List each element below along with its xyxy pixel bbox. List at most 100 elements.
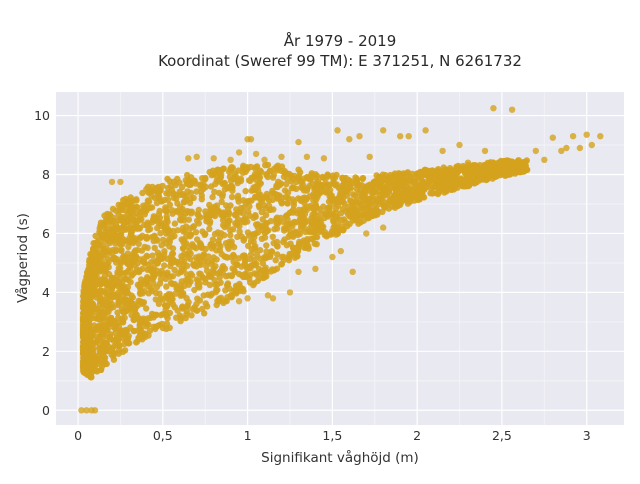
data-point	[173, 314, 180, 321]
data-point	[295, 195, 302, 202]
data-point	[261, 269, 269, 277]
data-point	[96, 287, 104, 295]
data-point	[179, 303, 186, 310]
data-point	[136, 212, 143, 219]
data-point	[332, 214, 339, 221]
data-point	[166, 243, 173, 250]
data-point	[339, 198, 346, 205]
data-point	[181, 250, 188, 258]
data-point	[92, 232, 99, 240]
data-point	[156, 255, 163, 263]
data-point	[246, 197, 253, 205]
data-point	[156, 270, 163, 277]
data-point	[333, 181, 340, 188]
data-point	[262, 255, 269, 262]
data-point	[262, 211, 270, 219]
data-point	[164, 175, 171, 183]
data-point	[145, 261, 152, 269]
data-points	[78, 105, 604, 414]
y-tick-label: 2	[42, 344, 50, 359]
data-point	[306, 176, 314, 183]
data-point	[175, 261, 182, 268]
data-point	[108, 274, 116, 281]
data-point	[185, 216, 192, 223]
data-point	[170, 190, 177, 197]
data-point	[179, 224, 187, 232]
data-point	[242, 270, 249, 278]
data-point	[332, 205, 340, 212]
data-point	[150, 214, 158, 222]
x-tick-label: 0,5	[153, 428, 173, 443]
data-point	[171, 232, 178, 240]
data-point	[112, 336, 119, 343]
x-tick-label: 3	[583, 428, 591, 443]
data-point	[326, 204, 333, 211]
data-point	[310, 191, 317, 198]
data-point	[298, 184, 305, 191]
data-point	[168, 298, 175, 305]
data-point	[261, 234, 269, 241]
data-point	[190, 194, 197, 202]
data-point	[108, 291, 115, 298]
data-point	[208, 172, 215, 179]
data-point	[84, 273, 92, 280]
data-point	[162, 204, 169, 211]
data-point	[224, 206, 232, 213]
data-point	[242, 187, 249, 195]
data-point	[121, 296, 129, 303]
data-point	[178, 314, 185, 321]
data-point	[184, 302, 191, 309]
data-point	[297, 169, 304, 176]
data-point	[396, 201, 404, 208]
data-point	[222, 273, 230, 280]
data-point	[244, 229, 252, 236]
data-point	[109, 283, 116, 290]
data-point	[88, 300, 96, 307]
data-point	[116, 239, 124, 247]
data-point	[312, 233, 319, 240]
data-point	[231, 266, 238, 274]
data-point	[130, 217, 137, 224]
data-point	[391, 204, 399, 211]
data-point	[94, 336, 101, 343]
data-point	[254, 277, 261, 285]
data-point	[442, 170, 449, 178]
data-point	[312, 212, 320, 219]
data-point	[171, 220, 179, 227]
data-point	[350, 200, 357, 207]
data-point	[130, 316, 137, 323]
data-point	[136, 334, 143, 341]
data-point	[86, 308, 93, 315]
data-point	[295, 268, 302, 275]
data-point	[126, 254, 134, 261]
data-point	[487, 159, 494, 166]
data-point	[100, 296, 108, 303]
data-point	[136, 289, 144, 297]
data-point	[244, 295, 251, 302]
data-point	[91, 407, 99, 414]
data-point	[403, 175, 411, 182]
data-point	[136, 284, 144, 292]
data-point	[515, 159, 523, 166]
data-point	[80, 293, 88, 300]
data-point	[472, 163, 479, 171]
data-point	[393, 172, 400, 180]
data-point	[241, 258, 249, 266]
data-point	[353, 185, 360, 193]
data-point	[549, 134, 556, 141]
data-point	[284, 189, 292, 196]
data-point	[158, 242, 165, 249]
data-point	[214, 207, 222, 214]
data-point	[286, 231, 294, 239]
data-point	[129, 271, 136, 278]
data-point	[89, 290, 96, 297]
data-point	[189, 241, 196, 248]
data-point	[196, 253, 203, 260]
data-point	[227, 232, 234, 239]
data-point	[112, 247, 120, 254]
data-point	[422, 127, 429, 134]
data-point	[349, 191, 357, 198]
data-point	[210, 243, 217, 250]
